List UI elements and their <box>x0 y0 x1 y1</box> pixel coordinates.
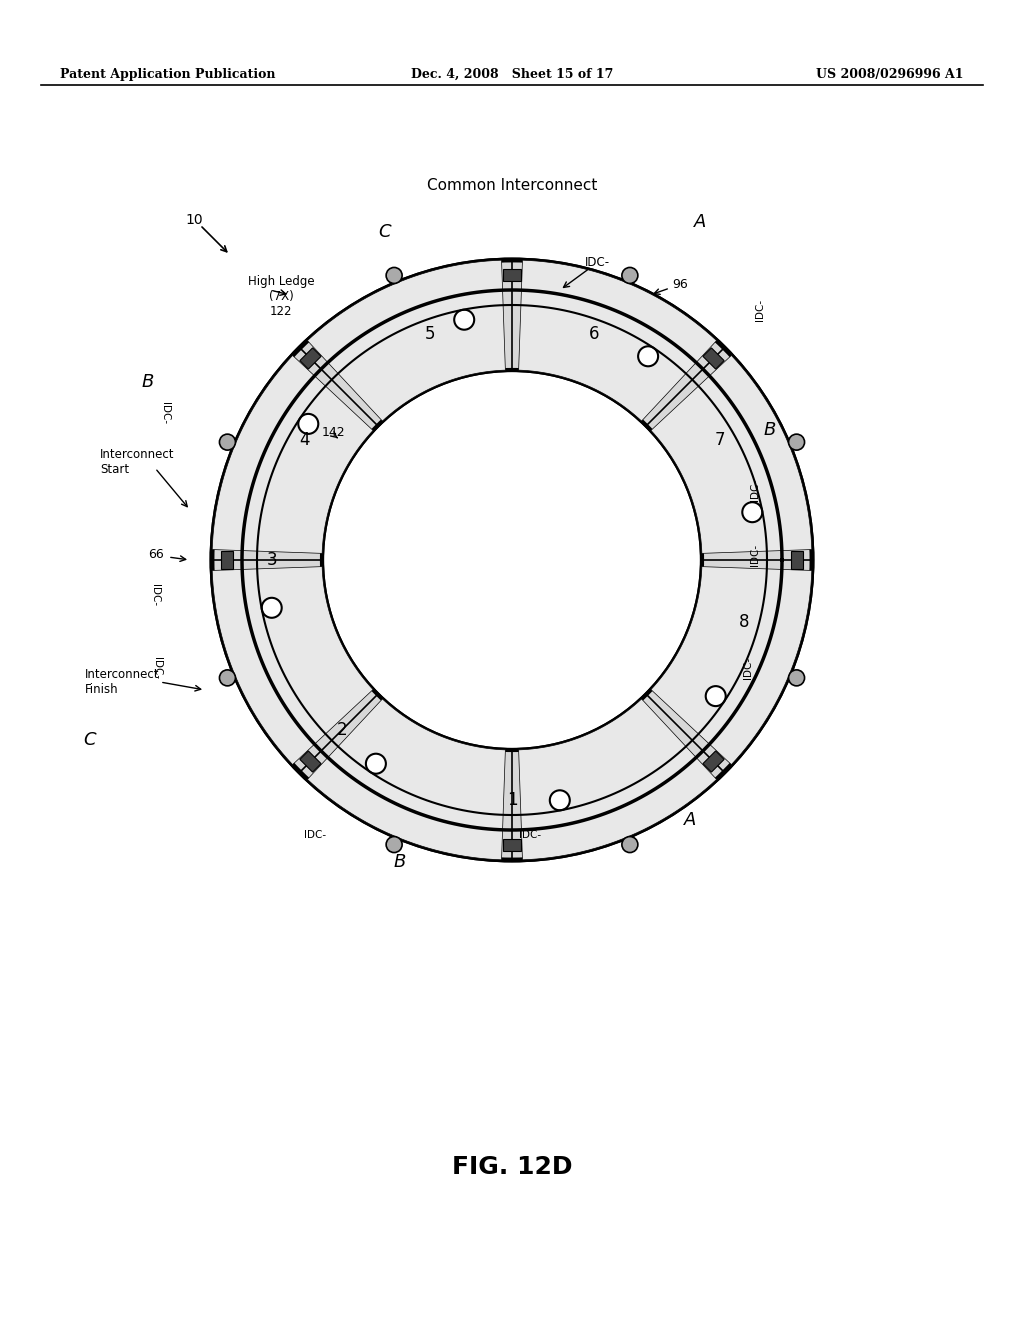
Text: 10: 10 <box>185 213 203 227</box>
Polygon shape <box>651 355 812 553</box>
Text: C: C <box>379 223 391 242</box>
Circle shape <box>298 414 318 434</box>
Bar <box>702 751 724 772</box>
Text: IDC-: IDC- <box>519 830 541 840</box>
Text: 1: 1 <box>507 791 517 809</box>
Text: 5: 5 <box>425 326 435 343</box>
Circle shape <box>788 669 805 686</box>
Text: 142: 142 <box>322 425 346 438</box>
Text: B: B <box>141 374 155 391</box>
Text: C: C <box>84 731 96 748</box>
Text: 4: 4 <box>299 432 309 449</box>
Polygon shape <box>518 260 717 421</box>
Circle shape <box>706 686 726 706</box>
Text: 96: 96 <box>672 279 688 292</box>
Circle shape <box>742 502 762 523</box>
Text: IDC-: IDC- <box>750 479 760 502</box>
Circle shape <box>219 669 236 686</box>
Text: IDC-: IDC- <box>152 657 162 678</box>
Text: 3: 3 <box>266 550 278 569</box>
Text: A: A <box>694 213 707 231</box>
Bar <box>300 751 322 772</box>
Text: IDC-: IDC- <box>150 583 160 606</box>
Polygon shape <box>307 700 506 859</box>
Circle shape <box>219 434 236 450</box>
Text: IDC-: IDC- <box>755 298 765 321</box>
Circle shape <box>386 268 402 284</box>
Text: 8: 8 <box>738 612 750 631</box>
Text: 6: 6 <box>589 326 599 343</box>
Circle shape <box>386 837 402 853</box>
Circle shape <box>550 791 569 810</box>
Text: Patent Application Publication: Patent Application Publication <box>60 69 275 81</box>
Text: B: B <box>394 853 407 871</box>
Text: 2: 2 <box>337 721 347 739</box>
Circle shape <box>638 346 658 366</box>
Bar <box>791 550 803 569</box>
Circle shape <box>622 837 638 853</box>
Polygon shape <box>651 566 812 764</box>
Text: 66: 66 <box>148 549 164 561</box>
Text: IDC-: IDC- <box>750 544 760 566</box>
Text: US 2008/0296996 A1: US 2008/0296996 A1 <box>816 69 964 81</box>
Circle shape <box>622 268 638 284</box>
Circle shape <box>262 598 282 618</box>
Circle shape <box>455 310 474 330</box>
Bar <box>221 550 233 569</box>
Text: Dec. 4, 2008   Sheet 15 of 17: Dec. 4, 2008 Sheet 15 of 17 <box>411 69 613 81</box>
Circle shape <box>366 754 386 774</box>
Polygon shape <box>518 700 717 859</box>
Circle shape <box>788 434 805 450</box>
Text: IDC-: IDC- <box>743 657 753 678</box>
Polygon shape <box>307 260 506 421</box>
Text: IDC-: IDC- <box>160 401 170 424</box>
Polygon shape <box>212 355 373 553</box>
Text: High Ledge
(7X)
122: High Ledge (7X) 122 <box>248 275 314 318</box>
Text: Interconnect
Finish: Interconnect Finish <box>85 668 160 696</box>
Bar <box>300 348 322 370</box>
Polygon shape <box>212 566 373 764</box>
Text: 7: 7 <box>715 432 725 449</box>
Text: A: A <box>684 810 696 829</box>
Text: FIG. 12D: FIG. 12D <box>452 1155 572 1179</box>
Text: Common Interconnect: Common Interconnect <box>427 178 597 193</box>
Bar <box>702 348 724 370</box>
Text: B: B <box>764 421 776 440</box>
Text: Interconnect
Start: Interconnect Start <box>100 447 174 477</box>
Bar <box>503 840 521 851</box>
Text: IDC-: IDC- <box>585 256 610 269</box>
Bar <box>503 269 521 281</box>
Text: IDC-: IDC- <box>304 830 326 840</box>
